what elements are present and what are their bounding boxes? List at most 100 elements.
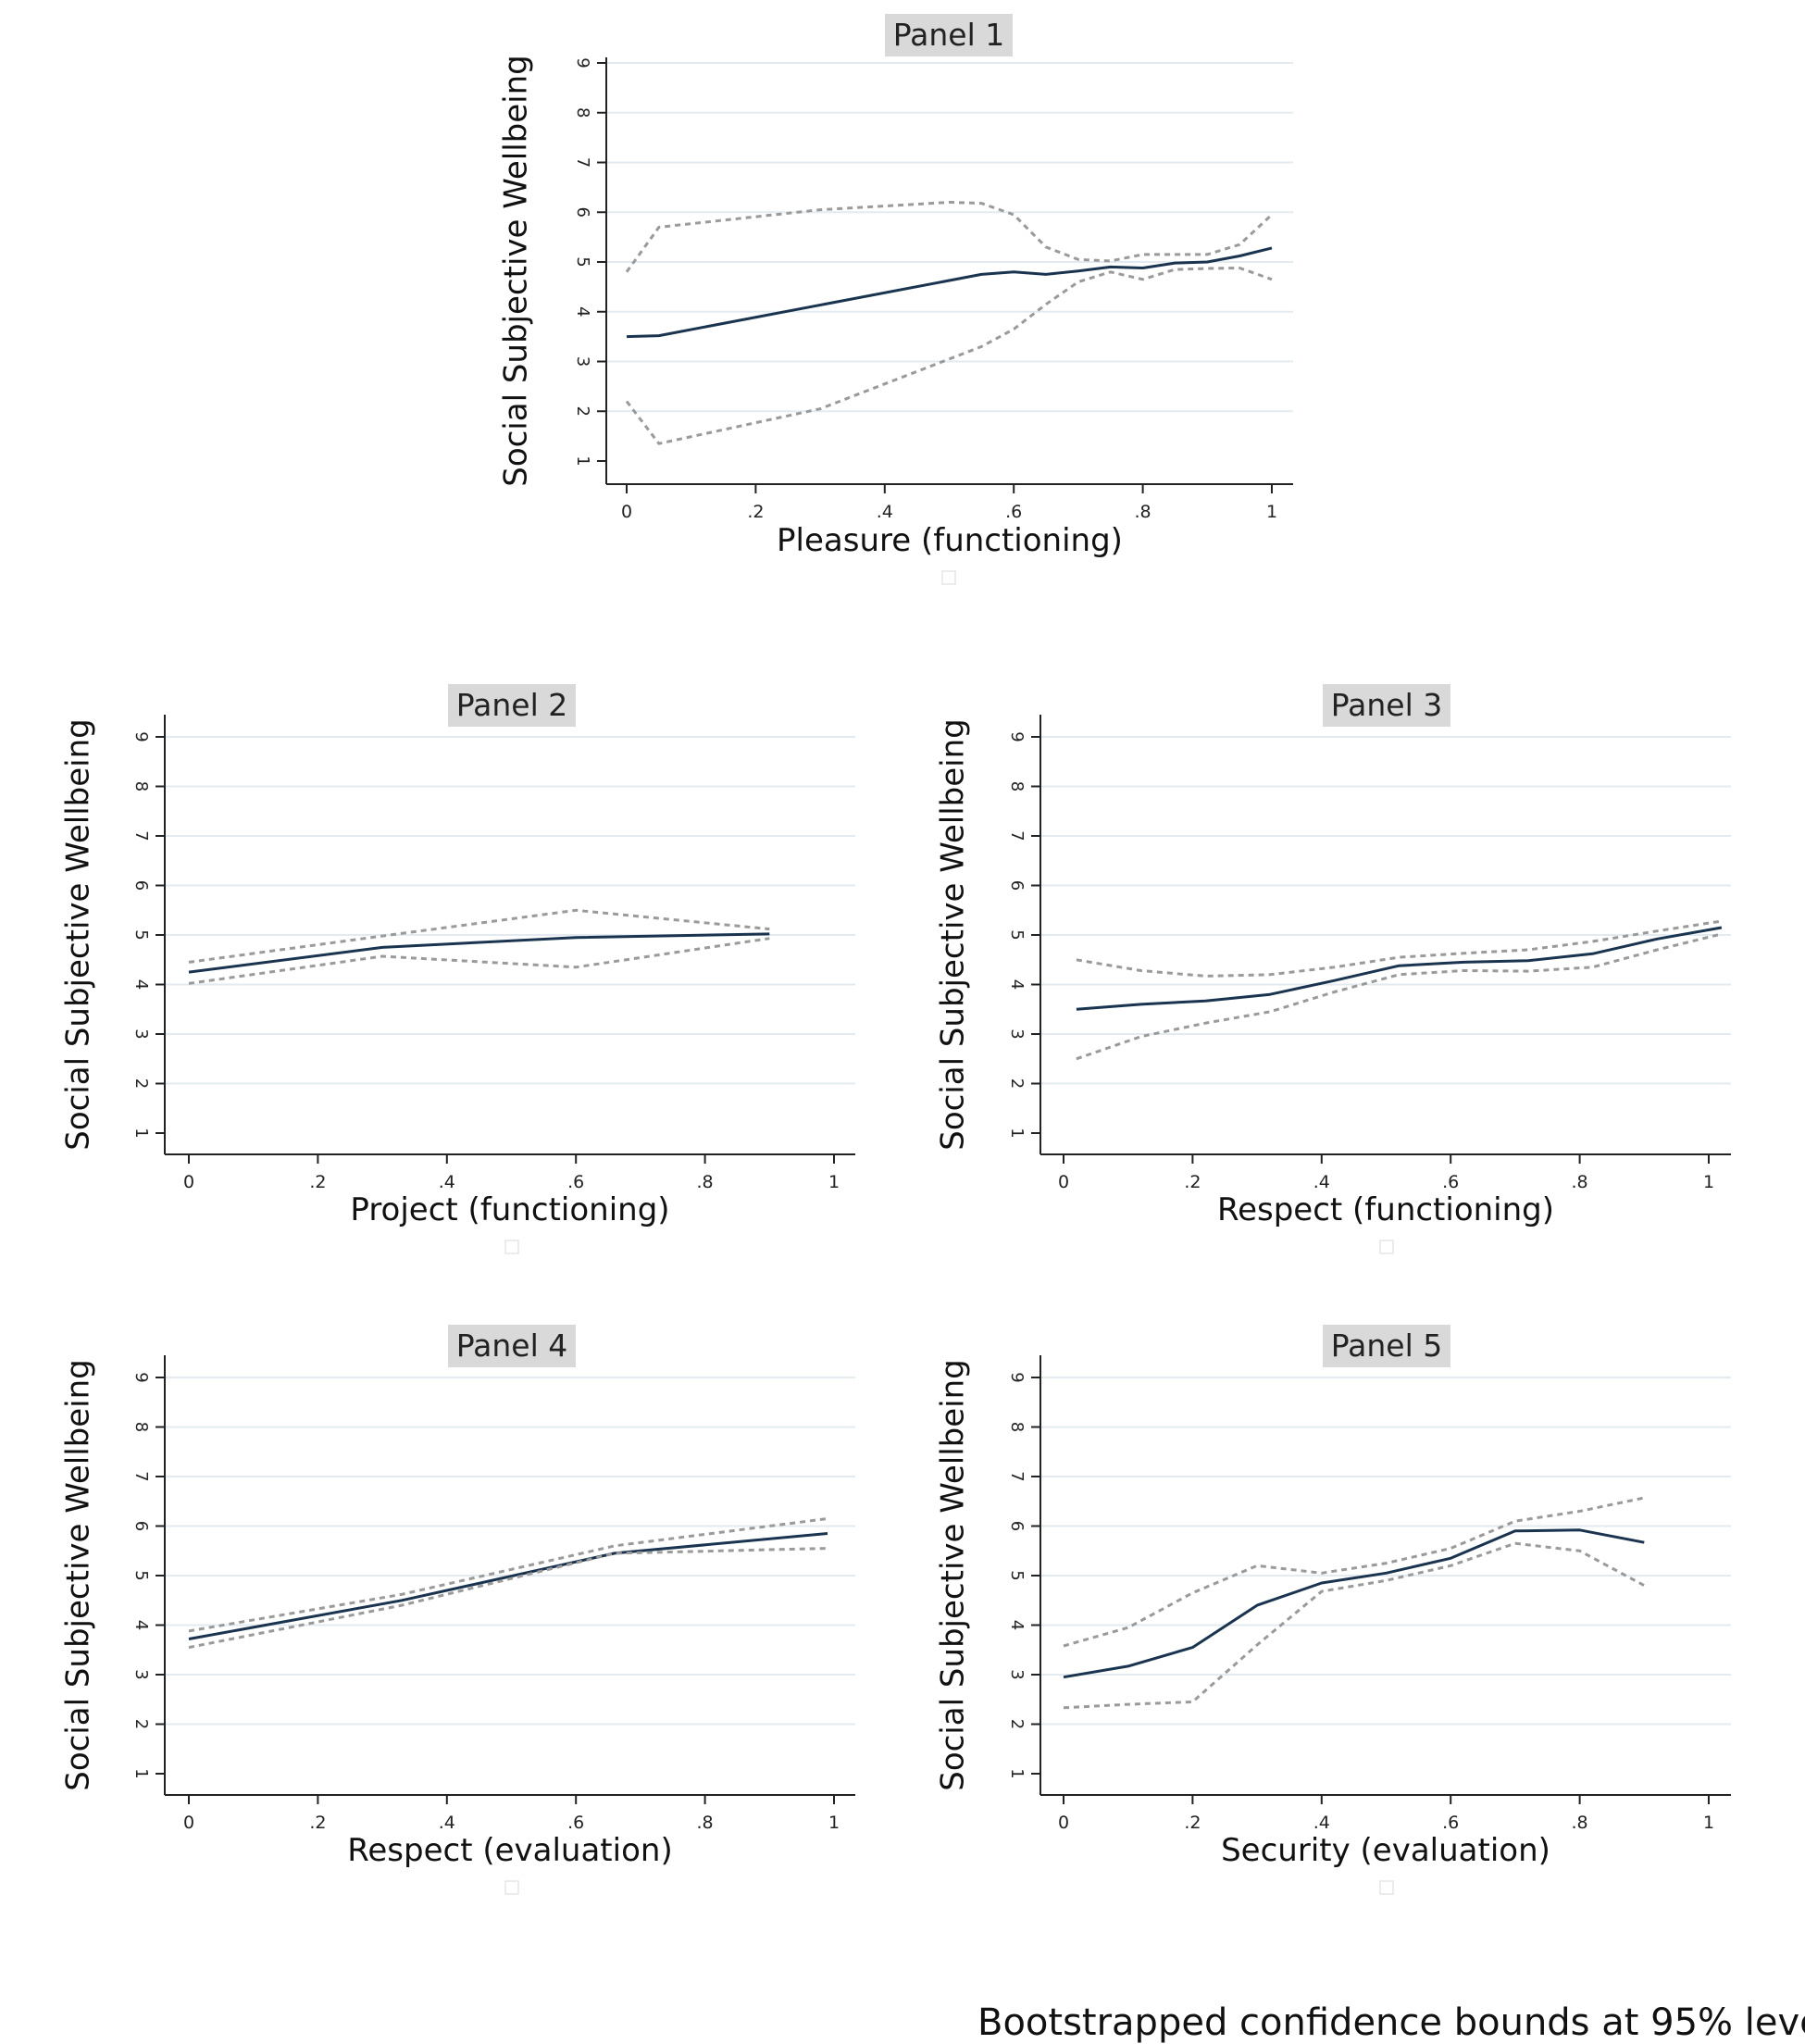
y-tick-label: 5 [1007,929,1027,940]
footnote: Bootstrapped confidence bounds at 95% le… [977,2001,1805,2044]
y-tick-label: 9 [131,731,151,742]
panel-3: 1 2 3 4 5 6 7 8 9 0 .2 .4 .6 .8 1 Panel 3 Respect (funct… [935,684,1731,1254]
y-tick-label: 3 [131,1669,151,1679]
panel-title: Panel 2 [456,687,568,723]
x-axis-label: Project (functioning) [350,1191,669,1228]
y-tick-label: 6 [1007,880,1027,891]
lower-bound-line [1076,932,1723,1061]
x-tick-label: .6 [1442,1813,1459,1833]
y-tick-label: 8 [131,781,151,791]
y-axis-label: Social Subjective Wellbeing [935,1359,972,1791]
lower-bound-line [625,267,1273,445]
y-tick-label: 6 [573,207,592,218]
panel-title: Panel 3 [1331,687,1443,723]
x-tick-label: .6 [1442,1172,1459,1192]
x-tick-label: .8 [1135,502,1151,522]
x-tick-label: .2 [1184,1813,1201,1833]
panel-4: 1 2 3 4 5 6 7 8 9 0 .2 .4 .6 .8 1 Panel 4 Respect (evalu… [60,1325,855,1895]
upper-bound-line [1063,1496,1645,1648]
y-tick-label: 4 [1007,1620,1027,1630]
y-axis-label: Social Subjective Wellbeing [60,1359,97,1791]
x-tick-label: 0 [183,1813,194,1833]
x-tick-label: .6 [1005,502,1022,522]
x-tick-label: .4 [1313,1813,1330,1833]
y-tick-label: 3 [1007,1669,1027,1679]
y-tick-label: 7 [1007,830,1027,841]
estimate-line [1063,1528,1645,1679]
x-tick-label: .2 [747,502,764,522]
x-tick-label: 1 [1703,1813,1714,1833]
legend-key [1379,1240,1394,1254]
panel-title: Panel 4 [456,1327,568,1364]
y-tick-label: 8 [573,107,592,118]
y-tick-label: 4 [573,306,592,317]
x-tick-label: .2 [309,1172,326,1192]
y-tick-label: 3 [1007,1028,1027,1039]
x-tick-label: .2 [1184,1172,1201,1192]
y-tick-label: 9 [573,57,592,68]
x-tick-label: .8 [1572,1813,1588,1833]
y-tick-label: 3 [573,356,592,367]
y-tick-label: 5 [573,256,592,267]
estimate-line [188,932,770,974]
x-tick-label: .6 [567,1172,584,1192]
y-tick-label: 7 [131,1471,151,1481]
panel-title-box [1323,1325,1450,1367]
y-tick-label: 1 [131,1128,151,1138]
legend-key [504,1240,519,1254]
panel-title-box [1323,684,1450,727]
y-tick-label: 2 [1007,1078,1027,1089]
estimate-line [188,1532,828,1640]
y-tick-label: 9 [1007,1372,1027,1382]
y-tick-label: 2 [573,406,592,417]
x-tick-label: .4 [1313,1172,1330,1192]
y-tick-label: 2 [1007,1719,1027,1729]
y-tick-label: 8 [1007,781,1027,791]
y-tick-label: 8 [1007,1422,1027,1432]
x-axis-label: Security (evaluation) [1221,1832,1550,1869]
y-tick-label: 5 [131,929,151,940]
y-tick-label: 6 [1007,1521,1027,1531]
upper-bound-line [188,1517,828,1633]
y-tick-label: 7 [131,830,151,841]
estimate-line [626,246,1273,339]
panel-title-box [448,684,576,727]
y-tick-label: 4 [131,979,151,990]
panel-1: 1 2 3 4 5 6 7 8 9 0 .2 .4 .6 .8 1 Panel 1 Pleasure (func… [498,14,1293,585]
y-tick-label: 6 [131,880,151,891]
y-tick-label: 7 [1007,1471,1027,1481]
panel-title: Panel 1 [893,17,1005,53]
y-tick-label: 1 [1007,1128,1027,1138]
y-tick-label: 2 [131,1078,151,1089]
panel-title: Panel 5 [1331,1327,1443,1364]
x-axis-label: Respect (functioning) [1217,1191,1554,1228]
y-tick-label: 1 [573,455,592,466]
x-tick-label: 0 [621,502,632,522]
x-tick-label: 0 [1058,1813,1069,1833]
panel-title-box [448,1325,576,1367]
y-tick-label: 5 [131,1570,151,1580]
y-tick-label: 1 [131,1768,151,1778]
y-tick-label: 8 [131,1422,151,1432]
y-tick-label: 2 [131,1719,151,1729]
y-tick-label: 9 [1007,731,1027,742]
x-tick-label: .4 [877,502,893,522]
x-tick-label: .2 [309,1813,326,1833]
y-tick-label: 4 [131,1620,151,1630]
y-tick-label: 5 [1007,1570,1027,1580]
legend-key [504,1880,519,1895]
y-axis-label: Social Subjective Wellbeing [60,718,97,1151]
y-tick-label: 7 [573,157,592,168]
lower-bound-line [188,1547,828,1650]
x-tick-label: 1 [1703,1172,1714,1192]
y-tick-label: 4 [1007,979,1027,990]
lower-bound-line [1063,1541,1646,1710]
x-tick-label: 0 [183,1172,194,1192]
x-tick-label: .6 [567,1813,584,1833]
x-tick-label: 1 [828,1813,840,1833]
x-tick-label: .4 [439,1172,455,1192]
x-axis-label: Respect (evaluation) [347,1832,672,1869]
x-tick-label: 0 [1058,1172,1069,1192]
panel-title-box [885,14,1013,56]
